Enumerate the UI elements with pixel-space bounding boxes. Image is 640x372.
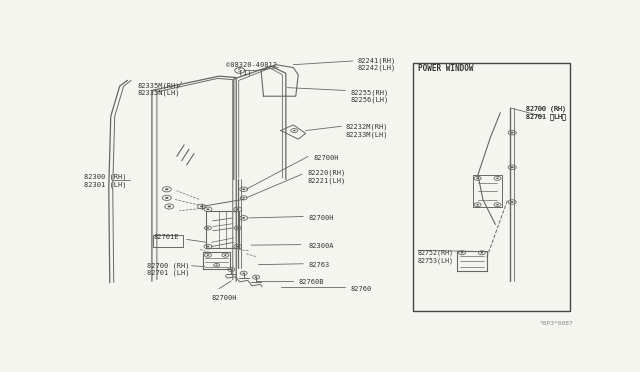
Text: ©08320-40812
   (1): ©08320-40812 (1): [227, 62, 277, 76]
Circle shape: [511, 166, 514, 168]
Text: 82700 (RH)
82701 (LH): 82700 (RH) 82701 (LH): [147, 263, 189, 276]
Circle shape: [207, 227, 209, 229]
Text: 82241(RH)
82242(LH): 82241(RH) 82242(LH): [358, 57, 396, 71]
Circle shape: [224, 254, 227, 256]
Circle shape: [496, 204, 499, 205]
Text: 82701E: 82701E: [154, 234, 179, 240]
Circle shape: [481, 252, 483, 254]
Circle shape: [293, 130, 296, 131]
Text: 82752(RH)
82753(LH): 82752(RH) 82753(LH): [417, 250, 453, 263]
Circle shape: [216, 264, 218, 266]
Circle shape: [236, 227, 239, 229]
Circle shape: [242, 217, 245, 219]
Text: 82700 (RH)
82701 〈LH〉: 82700 (RH) 82701 〈LH〉: [526, 106, 566, 120]
Text: 82700H: 82700H: [211, 295, 237, 301]
Text: 82300A: 82300A: [308, 243, 333, 249]
Circle shape: [255, 276, 257, 278]
Circle shape: [476, 204, 479, 205]
Circle shape: [207, 246, 209, 247]
Text: 82700 (RH)
82701 〈LH〉: 82700 (RH) 82701 〈LH〉: [526, 106, 566, 120]
Text: 82760B: 82760B: [298, 279, 324, 285]
Text: 82232M(RH)
82233M(LH): 82232M(RH) 82233M(LH): [346, 124, 388, 138]
Circle shape: [165, 197, 168, 199]
Text: 82700H: 82700H: [313, 155, 339, 161]
Circle shape: [236, 208, 239, 210]
Text: 82300 (RH)
82301 (LH): 82300 (RH) 82301 (LH): [84, 174, 127, 188]
Text: 82335M(RH)
82335N(LH): 82335M(RH) 82335N(LH): [137, 82, 180, 96]
Circle shape: [236, 246, 239, 247]
Bar: [154, 235, 183, 247]
Text: POWER WINDOW: POWER WINDOW: [419, 64, 474, 73]
Circle shape: [511, 132, 514, 134]
Bar: [413, 63, 570, 311]
Circle shape: [242, 189, 245, 190]
Circle shape: [165, 188, 168, 190]
Circle shape: [496, 177, 499, 179]
Circle shape: [461, 252, 463, 254]
Text: 82763: 82763: [308, 262, 330, 267]
Circle shape: [243, 272, 245, 274]
Circle shape: [168, 205, 171, 208]
Circle shape: [207, 254, 209, 256]
Circle shape: [207, 208, 209, 210]
Circle shape: [200, 206, 203, 207]
Circle shape: [243, 197, 245, 199]
Circle shape: [230, 269, 232, 270]
Text: S: S: [238, 68, 241, 73]
Circle shape: [476, 177, 479, 179]
Text: 82700H: 82700H: [308, 215, 333, 221]
Text: *8P3*0087: *8P3*0087: [540, 321, 573, 326]
Text: 82220(RH)
82221(LH): 82220(RH) 82221(LH): [307, 170, 346, 184]
Text: 82760: 82760: [350, 286, 372, 292]
Circle shape: [511, 201, 514, 203]
Text: 82255(RH)
82256(LH): 82255(RH) 82256(LH): [350, 89, 388, 103]
